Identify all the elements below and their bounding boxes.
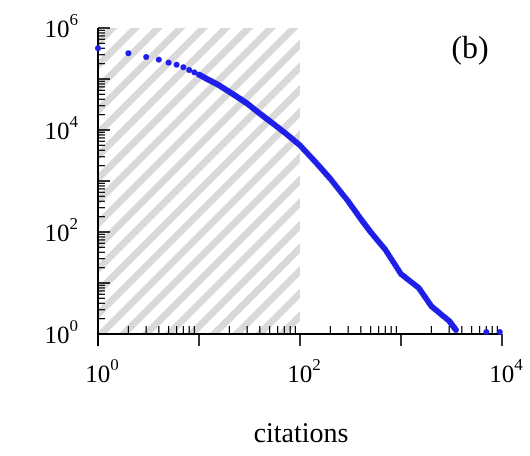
data-point [143, 54, 150, 61]
tick-label-exponent: 0 [110, 355, 119, 374]
data-point [95, 45, 101, 52]
y-tick-label: 100 [45, 316, 79, 349]
tick-label-base: 10 [45, 322, 70, 349]
x-tick-label: 104 [489, 355, 523, 388]
x-tick-label: 100 [85, 355, 119, 388]
data-point [186, 67, 193, 74]
y-axis-minor-ticks [98, 29, 105, 320]
data-point [483, 329, 490, 335]
x-axis-tick-labels: 100 102 104 [85, 355, 523, 388]
tick-label-exponent: 4 [514, 355, 523, 374]
shaded-region [98, 28, 300, 334]
tick-label-base: 10 [85, 361, 110, 388]
data-point [191, 69, 198, 76]
tick-label-base: 10 [489, 361, 514, 388]
x-axis-minor-ticks [127, 326, 498, 334]
hatched-area [98, 28, 300, 334]
panel-label: (b) [451, 29, 488, 65]
data-point [173, 61, 180, 68]
tick-label-base: 10 [45, 16, 70, 43]
data-point [155, 56, 162, 63]
y-tick-label: 104 [45, 112, 79, 145]
tick-label-exponent: 4 [70, 112, 79, 131]
tick-label-base: 10 [45, 118, 70, 145]
data-point [496, 329, 503, 335]
data-point [165, 59, 172, 66]
x-tick-label: 102 [287, 355, 321, 388]
tick-label-exponent: 2 [312, 355, 321, 374]
data-points [95, 45, 503, 335]
tick-label-exponent: 0 [70, 316, 79, 335]
x-axis-major-ticks [97, 334, 503, 346]
data-point [380, 244, 387, 251]
data-point [452, 326, 459, 333]
x-axis-label: citations [254, 418, 349, 449]
data-point [180, 64, 187, 71]
y-tick-label: 102 [45, 214, 79, 247]
tick-label-exponent: 2 [70, 214, 79, 233]
y-tick-label: 106 [45, 10, 79, 43]
data-point [125, 50, 132, 57]
tick-label-base: 10 [287, 361, 312, 388]
tick-label-exponent: 6 [70, 10, 79, 29]
tick-label-base: 10 [45, 220, 70, 247]
